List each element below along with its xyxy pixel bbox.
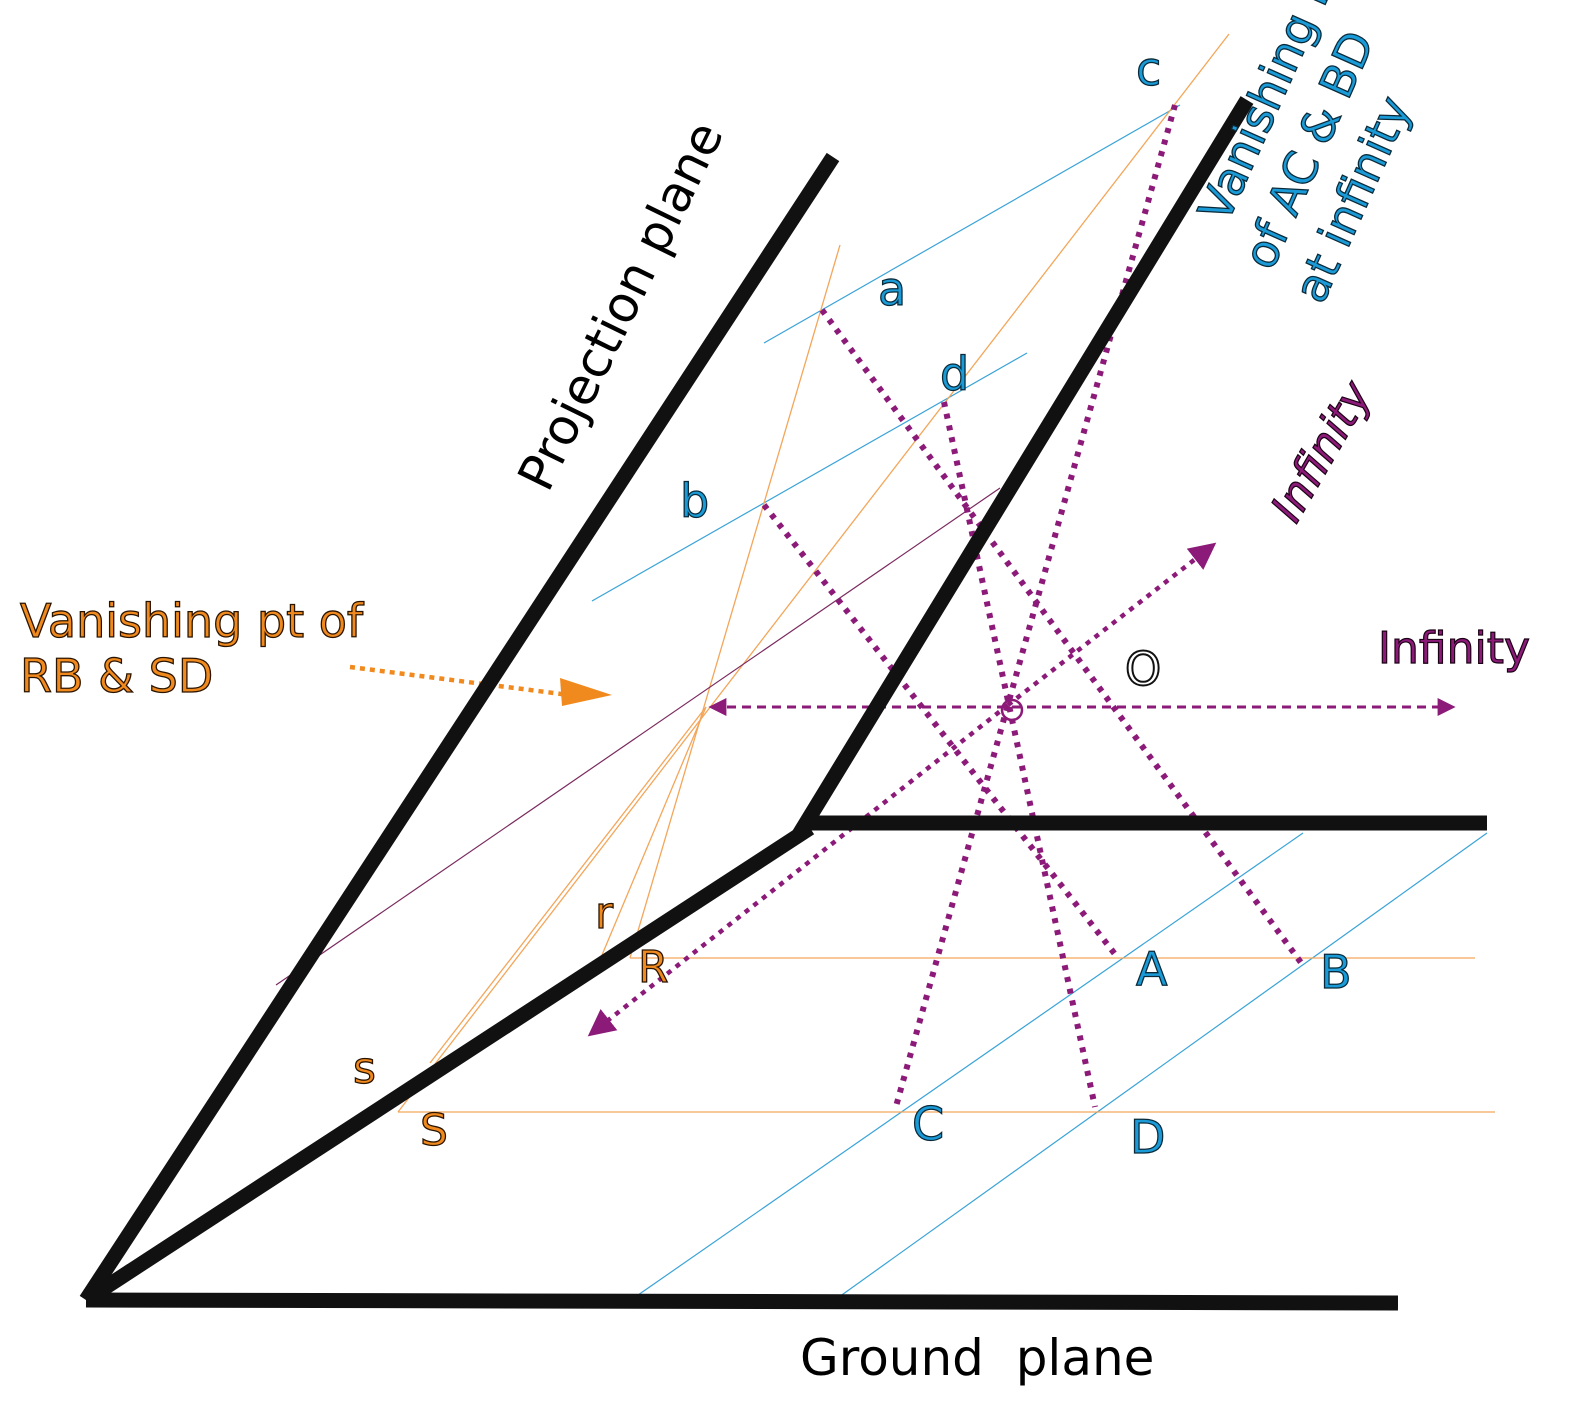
vp-rb-sd-pointer-arrowhead	[560, 678, 612, 706]
vp-rb-sd-label-line1: Vanishing pt of	[20, 594, 365, 648]
ground-line-through-D-B	[832, 833, 1487, 1302]
point-label-a: a	[878, 262, 906, 316]
point-label-d: d	[940, 347, 969, 401]
point-label-R: R	[638, 942, 669, 993]
ground-plane-front-edge	[86, 1300, 1398, 1303]
point-label-S: S	[420, 1105, 448, 1156]
point-label-D: D	[1130, 1110, 1165, 1164]
point-label-c: c	[1136, 42, 1161, 96]
point-label-s: s	[353, 1043, 376, 1094]
vp-ac-bd-label: Vanishing Pt of AC & BD at infinity	[1173, 0, 1461, 310]
point-label-A: A	[1136, 942, 1168, 996]
ray-d-D	[944, 402, 1095, 1107]
infinity-right-label: Infinity	[1378, 623, 1530, 674]
infinity-up-label: Infinity	[1261, 372, 1382, 531]
ground-plane-label: Ground plane	[800, 1329, 1154, 1387]
point-label-C: C	[912, 1097, 944, 1151]
projection-plane-ground-edge	[86, 828, 810, 1300]
vp-rb-sd-label-line2: RB & SD	[20, 649, 213, 703]
arrow-to-infinity-up	[1008, 546, 1212, 705]
ground-line-through-C-A	[628, 833, 1303, 1302]
projection-plane-label: Projection plane	[507, 113, 735, 500]
point-label-B: B	[1320, 945, 1352, 999]
horizon-construction-line	[276, 488, 1000, 985]
line-S-vp	[430, 707, 706, 1063]
projection-plane-inner-edge	[806, 100, 1487, 823]
vp-rb-sd-pointer-arrow	[350, 667, 585, 697]
projection-plane-outer-edge	[86, 157, 833, 1300]
ray-b-A	[764, 505, 1118, 958]
projection-rays	[764, 105, 1302, 1110]
point-label-b: b	[680, 474, 709, 528]
point-label-r: r	[595, 888, 614, 939]
line-R-a	[630, 245, 840, 958]
blue-construction-lines	[592, 105, 1487, 1302]
O-label: O	[1125, 642, 1161, 696]
plane-frame	[86, 100, 1487, 1303]
line-r-vp	[602, 707, 706, 955]
infinity-arrows	[592, 546, 1212, 1033]
